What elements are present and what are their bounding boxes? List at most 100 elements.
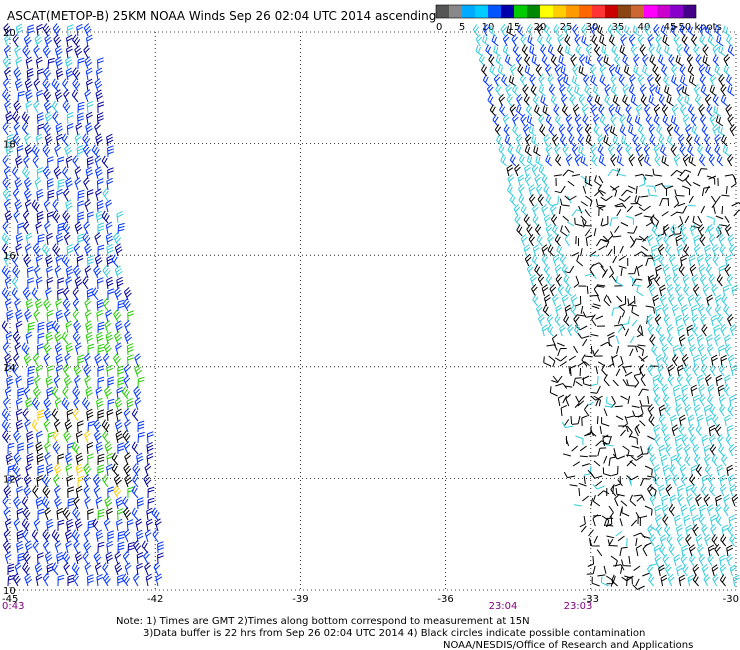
wind-barb (647, 74, 654, 87)
wind-barb (63, 232, 71, 246)
wind-barb (673, 554, 681, 567)
wind-barb (682, 274, 690, 287)
wind-barb (725, 254, 732, 267)
wind-barb (74, 221, 83, 235)
wind-barb (654, 504, 662, 517)
wind-barb (96, 331, 104, 345)
wind-barb (716, 154, 724, 167)
wind-barb (94, 232, 102, 246)
wind-barb (97, 277, 104, 290)
wind-barb (523, 94, 530, 107)
wind-barb (553, 174, 562, 177)
legend-swatch (488, 5, 501, 18)
wind-barb (107, 288, 115, 301)
wind-barb (580, 155, 588, 167)
wind-barb (630, 195, 640, 205)
wind-barb (36, 112, 44, 125)
wind-barb (147, 497, 155, 510)
wind-barb (641, 245, 649, 252)
wind-barb (67, 486, 74, 499)
wind-barb (651, 224, 658, 237)
wind-barb (715, 494, 722, 507)
wind-barb (66, 243, 74, 257)
wind-barb (728, 514, 736, 527)
wind-barb (37, 552, 44, 565)
legend-tick-label: 40 (638, 22, 651, 33)
wind-barb (584, 229, 591, 237)
wind-barb (627, 395, 631, 404)
wind-barb (144, 463, 152, 477)
wind-barb (54, 540, 62, 554)
wind-barb (63, 188, 70, 202)
wind-barb (4, 298, 12, 312)
wind-barb (553, 24, 560, 37)
wind-barb (589, 263, 595, 277)
wind-barb (496, 134, 503, 147)
wind-barb (66, 123, 74, 136)
wind-barb (589, 295, 601, 302)
wind-barb (124, 419, 131, 433)
latitude-label: 18 (3, 140, 16, 151)
wind-barb (584, 84, 591, 97)
wind-barb (705, 25, 713, 37)
wind-barb (689, 554, 696, 567)
wind-barb (557, 44, 564, 57)
wind-barb (42, 78, 51, 92)
wind-barb (2, 177, 11, 191)
wind-barb (676, 44, 683, 57)
legend-tick-label: 25 (560, 22, 573, 33)
wind-barb (552, 224, 559, 237)
lat-lon-grid (10, 32, 736, 590)
wind-barb (21, 518, 30, 532)
wind-barb (15, 56, 23, 70)
wind-barb (652, 254, 660, 267)
wind-barb (720, 94, 728, 107)
wind-barb (106, 243, 114, 257)
wind-barb (491, 34, 499, 47)
wind-barb (694, 134, 701, 147)
wind-barb (732, 574, 740, 587)
wind-barb (590, 498, 594, 507)
wind-barb (62, 386, 69, 400)
wind-barb (557, 284, 564, 297)
wind-barb (35, 364, 43, 378)
wind-barb (11, 254, 19, 268)
wind-barb (549, 204, 557, 217)
wind-barb (25, 298, 34, 312)
wind-barb (643, 143, 651, 157)
wind-barb (688, 254, 696, 267)
wind-barb (684, 95, 692, 107)
wind-barb (701, 434, 709, 447)
wind-barb (44, 507, 52, 521)
wind-barb (531, 283, 538, 297)
wind-barb (52, 210, 61, 224)
wind-barb (560, 93, 568, 107)
wind-barb (648, 574, 655, 587)
wind-barb (54, 331, 63, 345)
wind-barb (102, 188, 109, 202)
wind-barb (649, 134, 656, 147)
longitude-label: -30 (723, 594, 739, 605)
wind-barb (581, 463, 590, 467)
wind-barb (112, 353, 121, 367)
wind-barb (612, 134, 620, 147)
wind-barb (492, 114, 499, 127)
wind-barb (647, 395, 650, 404)
wind-barb (653, 424, 661, 437)
wind-barb (83, 364, 92, 378)
wind-barb (628, 33, 636, 47)
wind-barb (715, 223, 723, 237)
wind-barb (718, 444, 725, 457)
legend-tick-labels: 0 5 10 15 20 25 30 35 40 45>50 knots (436, 22, 722, 33)
wind-barb (73, 540, 80, 554)
wind-barb (712, 54, 719, 67)
wind-barb (518, 183, 525, 197)
wind-barb (83, 23, 92, 37)
wind-barb (47, 189, 55, 202)
wind-barb (706, 344, 714, 357)
wind-barb (27, 376, 34, 389)
wind-barb (559, 361, 567, 367)
wind-barb (65, 276, 73, 290)
wind-barb (581, 219, 593, 227)
wind-barb (704, 464, 712, 477)
